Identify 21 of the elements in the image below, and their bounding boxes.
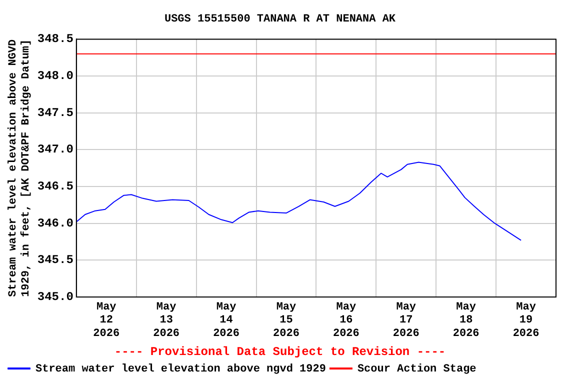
legend-label: Stream water level elevation above ngvd 1929 — [36, 363, 326, 376]
x-tick-label: May 12 2026 — [93, 301, 120, 340]
y-tick-label: 346.0 — [37, 216, 74, 230]
legend-label: Scour Action Stage — [357, 363, 477, 376]
y-tick-label: 346.5 — [37, 180, 74, 194]
x-tick-label: May 13 2026 — [153, 301, 180, 340]
x-tick-label: May 15 2026 — [273, 301, 300, 340]
x-tick-label: May 14 2026 — [213, 301, 240, 340]
x-tick-label: May 18 2026 — [452, 301, 480, 340]
text: ---- Provisional Data Subject to Revision ---- — [114, 344, 446, 359]
y-tick-label: 347.0 — [37, 142, 74, 157]
x-tick-label: May 16 2026 — [332, 301, 360, 340]
x-tick-label: May 19 2026 — [512, 301, 540, 340]
y-tick-label: 345.0 — [37, 290, 74, 304]
y-tick-label: 345.5 — [37, 253, 74, 268]
y-tick-label: 348.5 — [37, 32, 74, 46]
y-axis-title: Stream water level elevation above NGVD 1929, in feet, [AK DOT&PF Bridge Datum] — [7, 38, 33, 297]
x-tick-label: May 17 2026 — [392, 301, 420, 340]
chart-title: USGS 15515500 TANANA R AT NENANA AK — [164, 13, 396, 26]
y-tick-label: 348.0 — [37, 69, 74, 84]
y-tick-label: 347.5 — [37, 106, 74, 120]
